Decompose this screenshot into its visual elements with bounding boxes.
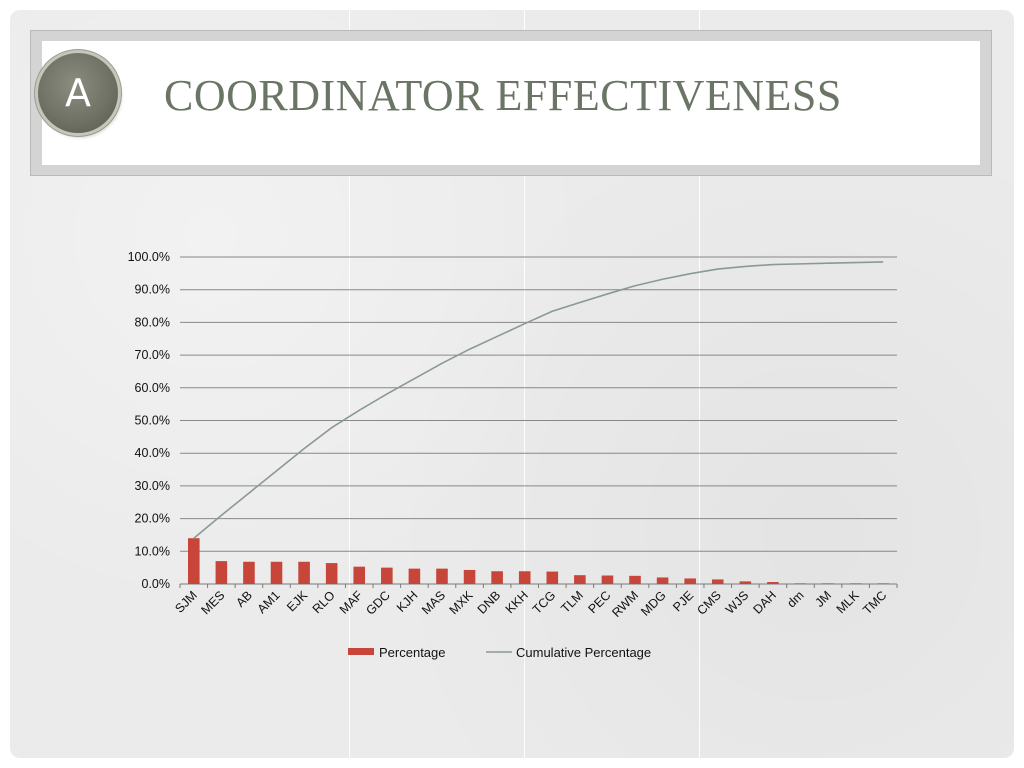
x-tick-label: AB — [233, 588, 255, 610]
bar — [298, 561, 310, 584]
bar — [629, 575, 641, 584]
background-divider-line — [524, 10, 525, 758]
x-tick-label: DAH — [750, 588, 779, 617]
slide-background — [10, 10, 1014, 758]
slide-title: COORDINATOR EFFECTIVENESS — [164, 71, 842, 120]
bar — [822, 583, 834, 584]
y-tick-label: 60.0% — [135, 381, 170, 395]
x-tick-label: MES — [198, 588, 227, 617]
bar — [381, 567, 393, 584]
x-tick-label: GDC — [363, 588, 393, 618]
bar — [518, 571, 531, 584]
x-tick-label: WJS — [723, 588, 752, 617]
bar — [325, 563, 338, 584]
y-tick-label: 70.0% — [135, 348, 170, 362]
bar — [353, 566, 366, 584]
y-tick-label: 20.0% — [135, 512, 170, 526]
x-tick-label: AM1 — [255, 588, 283, 616]
bar — [574, 575, 586, 584]
y-tick-label: 50.0% — [135, 414, 170, 428]
title-frame — [30, 30, 992, 176]
legend-swatch-percentage — [348, 648, 374, 655]
bar — [684, 578, 696, 584]
bar — [408, 568, 421, 584]
bar — [243, 561, 255, 584]
x-tick-label: TCG — [530, 588, 559, 617]
bar — [739, 581, 752, 584]
bar — [656, 577, 669, 584]
legend-label-cumulative: Cumulative Percentage — [516, 645, 651, 660]
x-tick-label: dm — [784, 588, 806, 610]
x-tick-label: JM — [812, 588, 834, 610]
legend-label-percentage: Percentage — [379, 645, 446, 660]
bar — [849, 583, 862, 584]
x-tick-label: MDG — [638, 588, 669, 619]
x-tick-label: KKH — [503, 588, 531, 616]
y-tick-label: 10.0% — [135, 544, 170, 558]
bar — [436, 568, 448, 584]
x-tick-label: TMC — [860, 588, 889, 617]
bar — [546, 571, 559, 584]
cumulative-line — [193, 261, 884, 539]
bar — [601, 575, 614, 584]
y-tick-label: 100.0% — [128, 250, 170, 264]
bar — [794, 583, 807, 584]
section-badge-letter: A — [65, 71, 91, 115]
title-box — [42, 41, 980, 165]
x-tick-label: RLO — [310, 588, 338, 616]
section-badge: A — [38, 53, 118, 133]
x-tick-label: SJM — [172, 588, 200, 616]
bar — [767, 582, 779, 584]
y-tick-label: 40.0% — [135, 446, 170, 460]
bar — [215, 561, 228, 584]
x-tick-label: MXK — [447, 588, 477, 618]
y-tick-label: 90.0% — [135, 283, 170, 297]
x-tick-label: MAS — [419, 588, 448, 617]
x-tick-label: CMS — [694, 588, 724, 618]
bar — [463, 569, 476, 584]
bar — [711, 579, 724, 584]
y-tick-label: 30.0% — [135, 479, 170, 493]
x-tick-label: MLK — [834, 588, 863, 617]
x-tick-label: TLM — [558, 588, 586, 616]
x-tick-label: RWM — [609, 588, 641, 620]
background-divider-line — [349, 10, 350, 758]
x-tick-label: PEC — [585, 588, 613, 616]
x-tick-label: KJH — [394, 588, 421, 615]
x-tick-label: EJK — [284, 588, 311, 615]
background-divider-line — [699, 10, 700, 758]
x-tick-label: DNB — [475, 588, 504, 617]
y-tick-label: 80.0% — [135, 315, 170, 329]
y-tick-label: 0.0% — [142, 577, 171, 591]
bar — [270, 561, 283, 584]
bar — [187, 538, 200, 584]
bar — [491, 571, 503, 584]
x-tick-label: PJE — [670, 588, 696, 614]
bar — [877, 583, 890, 584]
x-tick-label: MAF — [337, 588, 366, 617]
